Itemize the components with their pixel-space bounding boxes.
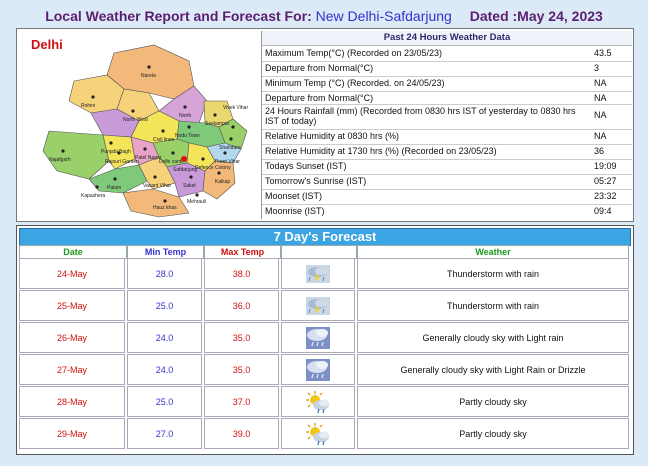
map-label-narela: Narela xyxy=(141,73,156,79)
past-24h-panel: Past 24 Hours Weather Data Maximum Temp(… xyxy=(261,31,632,219)
thunderstorm-icon xyxy=(281,258,355,289)
partly-cloudy-icon xyxy=(281,418,355,449)
map-label-saket: Saket xyxy=(183,183,196,189)
forecast-weather: Thunderstorm with rain xyxy=(357,258,629,289)
col-header-min-temp: Min Temp xyxy=(127,245,204,259)
past-row-rainfall: 24 Hours Rainfall (mm) (Recorded from 08… xyxy=(262,105,632,130)
forecast-date: 26-May xyxy=(19,322,125,353)
past-row-departure-max: Departure from Normal(°C) 3 xyxy=(262,62,632,77)
map-label-rohini: Rohini xyxy=(81,103,95,109)
forecast-min-temp: 27.0 xyxy=(127,418,202,449)
forecast-date: 25-May xyxy=(19,290,125,321)
map-label-vasant-vihar: Vasant Vihar xyxy=(143,183,172,189)
forecast-row: 24-May 28.0 38.0 Thunderstorm with rain xyxy=(19,258,631,289)
forecast-weather: Generally cloudy sky with Light Rain or … xyxy=(357,354,629,385)
district-najafgarh xyxy=(42,130,110,180)
city-name: New Delhi-Safdarjung xyxy=(315,8,452,24)
forecast-min-temp: 24.0 xyxy=(127,354,202,385)
col-header-max-temp: Max Temp xyxy=(204,245,281,259)
map-label-palam: Palam xyxy=(107,185,121,191)
forecast-min-temp: 28.0 xyxy=(127,258,202,289)
map-label-hauz-khas: Hauz khas xyxy=(153,205,177,211)
past-row-humidity-1730: Relative Humidity at 1730 hrs (%) (Recor… xyxy=(262,145,632,160)
forecast-row: 25-May 25.0 36.0 Thunderstorm with rain xyxy=(19,290,631,321)
past-row-moonrise: Moonrise (IST) 09:4 xyxy=(265,206,612,216)
past-row-moonset: Moonset (IST) 23:32 xyxy=(262,190,632,205)
map-label-safdarjung: Safdarjung xyxy=(173,167,197,173)
forecast-date: 29-May xyxy=(19,418,125,449)
map-label-north: North xyxy=(179,113,191,119)
forecast-max-temp: 35.0 xyxy=(204,322,279,353)
map-label-nodu-town: Nodu Town xyxy=(175,133,200,139)
past-row-departure-min: Departure from Normal(°C) NA xyxy=(262,92,632,105)
cloud-rain-icon xyxy=(281,354,355,385)
forecast-date: 24-May xyxy=(19,258,125,289)
forecast-max-temp: 36.0 xyxy=(204,290,279,321)
forecast-date: 27-May xyxy=(19,354,125,385)
forecast-date: 28-May xyxy=(19,386,125,417)
past-row-max-temp: Maximum Temp(°C) (Recorded on 23/05/23) 4… xyxy=(262,47,632,62)
forecast-min-temp: 25.0 xyxy=(127,290,202,321)
safdarjung-marker xyxy=(181,156,187,162)
map-label-seelampur: Seelampur xyxy=(205,121,230,127)
map-label-mehrauli: Mehrauli xyxy=(187,199,206,205)
forecast-weather: Partly cloudy sky xyxy=(357,418,629,449)
cloud-rain-icon xyxy=(281,322,355,353)
map-label-north-west: North West xyxy=(123,117,149,123)
past-row-sunrise: Tomorrow's Sunrise (IST) 05:27 xyxy=(262,175,632,190)
delhi-map: Delhi Narela Rohin xyxy=(19,31,259,219)
forecast-row: 26-May 24.0 35.0 Generally cloudy sky with … xyxy=(19,322,631,353)
map-label-preet-vihar: Preet Vihar xyxy=(215,159,240,165)
past-24h-title: Past 24 Hours Weather Data xyxy=(262,31,632,46)
map-label-kapashera: Kapashera xyxy=(81,193,105,199)
map-label-delhi-cantt: Delhi cantt xyxy=(159,159,183,165)
map-label-civil-lines: Civil lines xyxy=(153,137,175,143)
map-label-shahdara: Shahdara xyxy=(219,145,241,151)
district-kalkaji xyxy=(202,160,236,200)
map-label-punjabi-bagh: Punjabi Bagh xyxy=(101,149,131,155)
page-title: Local Weather Report and Forecast For: N… xyxy=(0,8,648,24)
district-hauz-khas xyxy=(122,188,190,218)
forecast-title: 7 Day's Forecast xyxy=(19,228,631,246)
map-label-najafgarh: Najafgarh xyxy=(49,157,71,163)
forecast-weather: Thunderstorm with rain xyxy=(357,290,629,321)
dated-text: Dated :May 24, 2023 xyxy=(469,8,603,24)
delhi-district-map: Narela Rohini North West North Punjabi B… xyxy=(42,44,248,218)
forecast-max-temp: 38.0 xyxy=(204,258,279,289)
forecast-weather: Partly cloudy sky xyxy=(357,386,629,417)
forecast-weather: Generally cloudy sky with Light rain xyxy=(357,322,629,353)
forecast-row: 29-May 27.0 39.0 Partly cloudy sky xyxy=(19,418,631,449)
forecast-min-temp: 25.0 xyxy=(127,386,202,417)
forecast-panel: 7 Day's Forecast Date Min Temp Max Temp … xyxy=(16,225,634,455)
past-row-sunset: Todays Sunset (IST) 19:09 xyxy=(262,160,632,175)
title-prefix: Local Weather Report and Forecast For: xyxy=(45,8,312,24)
thunderstorm-icon xyxy=(281,290,355,321)
forecast-min-temp: 24.0 xyxy=(127,322,202,353)
map-title: Delhi xyxy=(31,37,63,52)
forecast-row: 27-May 24.0 35.0 Generally cloudy sky with … xyxy=(19,354,631,385)
map-label-rajouri: Rajouri Garden xyxy=(105,159,139,165)
forecast-row: 28-May 25.0 37.0 Partly cloudy sky xyxy=(19,386,631,417)
forecast-max-temp: 35.0 xyxy=(204,354,279,385)
main-panel: Delhi Narela Rohin xyxy=(16,28,634,222)
map-label-vivek-vihar: Vivek Vihar xyxy=(223,105,248,111)
col-header-date: Date xyxy=(19,245,127,259)
partly-cloudy-icon xyxy=(281,386,355,417)
map-label-kalkaji: Kalkaji xyxy=(215,179,230,185)
forecast-max-temp: 37.0 xyxy=(204,386,279,417)
col-header-icon xyxy=(281,245,357,259)
col-header-weather: Weather xyxy=(357,245,629,259)
forecast-max-temp: 39.0 xyxy=(204,418,279,449)
past-row-min-temp: Minimum Temp (°C) (Recorded. on 24/05/23… xyxy=(262,77,632,92)
map-label-patel-nagar: Patel Nagar xyxy=(135,155,162,161)
past-row-humidity-0830: Relative Humidity at 0830 hrs (%) NA xyxy=(262,130,632,145)
map-label-defence-colony: Defence Colony xyxy=(195,165,231,171)
